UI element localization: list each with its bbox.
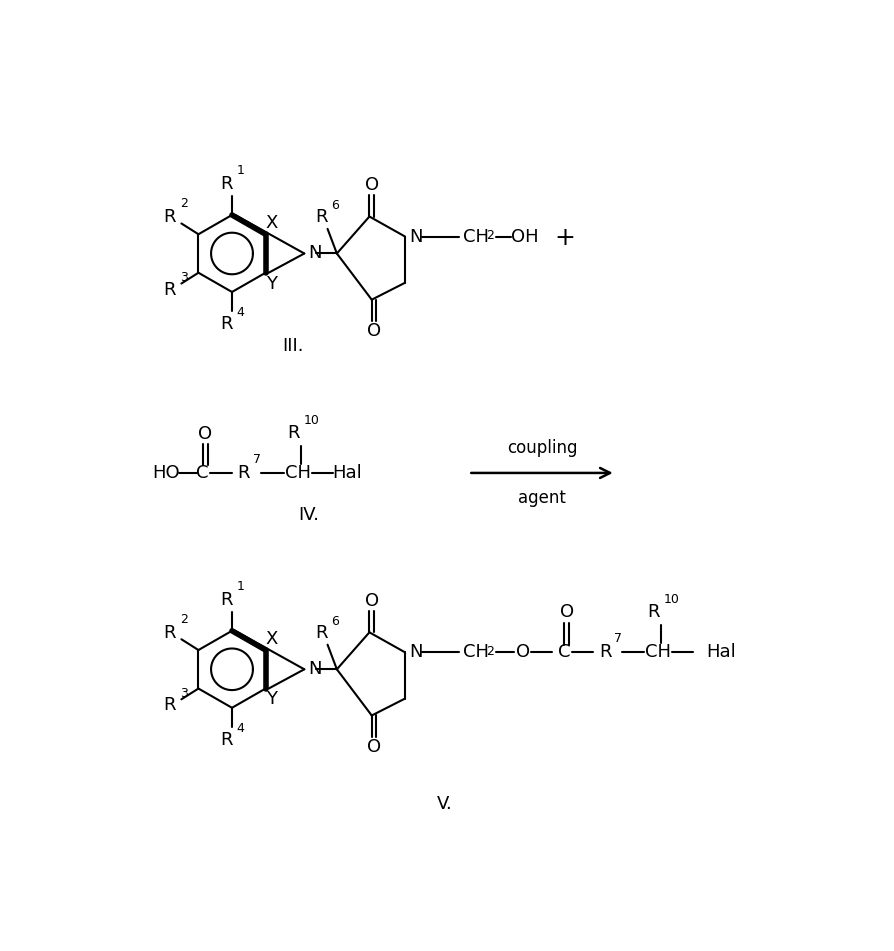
Text: 6: 6 <box>331 614 339 628</box>
Text: OH: OH <box>510 227 538 245</box>
Text: 4: 4 <box>236 306 244 319</box>
Text: R: R <box>164 208 176 226</box>
Text: 10: 10 <box>663 593 679 606</box>
Text: C: C <box>557 643 569 661</box>
Text: X: X <box>266 215 278 232</box>
Text: Hal: Hal <box>705 643 736 661</box>
Text: coupling: coupling <box>506 438 577 456</box>
Text: N: N <box>308 660 322 678</box>
Text: N: N <box>409 227 422 245</box>
Text: V.: V. <box>437 795 452 813</box>
Text: 2: 2 <box>180 198 188 210</box>
Text: CH: CH <box>644 643 670 661</box>
Text: 4: 4 <box>236 722 244 735</box>
Text: Y: Y <box>266 275 277 293</box>
Text: 7: 7 <box>613 632 621 646</box>
Text: R: R <box>315 624 327 642</box>
Text: R: R <box>220 175 232 193</box>
Text: R: R <box>237 464 249 482</box>
Text: C: C <box>196 464 208 482</box>
Text: III.: III. <box>283 337 304 355</box>
Text: 1: 1 <box>236 580 244 593</box>
Text: N: N <box>308 244 322 262</box>
Text: R: R <box>220 591 232 609</box>
Text: 2: 2 <box>486 645 493 658</box>
Text: R: R <box>220 316 232 334</box>
Text: O: O <box>364 592 378 610</box>
Text: 3: 3 <box>180 271 188 284</box>
Text: agent: agent <box>518 490 565 507</box>
Text: X: X <box>266 631 278 649</box>
Text: CH: CH <box>462 643 488 661</box>
Text: +: + <box>554 226 575 250</box>
Text: CH: CH <box>462 227 488 245</box>
Text: Y: Y <box>266 690 277 708</box>
Text: 6: 6 <box>331 199 339 212</box>
Text: O: O <box>367 322 381 340</box>
Text: N: N <box>409 643 422 661</box>
Text: 7: 7 <box>253 453 261 466</box>
Text: CH: CH <box>284 464 310 482</box>
Text: R: R <box>164 624 176 642</box>
Text: 10: 10 <box>304 414 319 427</box>
Text: O: O <box>515 643 529 661</box>
Text: R: R <box>220 731 232 749</box>
Text: HO: HO <box>152 464 180 482</box>
Text: 1: 1 <box>236 165 244 177</box>
Text: IV.: IV. <box>298 506 318 524</box>
Text: 3: 3 <box>180 687 188 700</box>
Text: R: R <box>287 424 299 442</box>
Text: R: R <box>646 603 659 621</box>
Text: 2: 2 <box>486 229 493 242</box>
Text: R: R <box>598 643 611 661</box>
Text: R: R <box>315 208 327 226</box>
Text: Hal: Hal <box>332 464 361 482</box>
Text: R: R <box>164 281 176 299</box>
Text: O: O <box>559 603 573 621</box>
Text: 2: 2 <box>180 613 188 626</box>
Text: R: R <box>164 696 176 714</box>
Text: O: O <box>198 425 212 442</box>
Text: O: O <box>367 738 381 756</box>
Text: O: O <box>364 176 378 194</box>
